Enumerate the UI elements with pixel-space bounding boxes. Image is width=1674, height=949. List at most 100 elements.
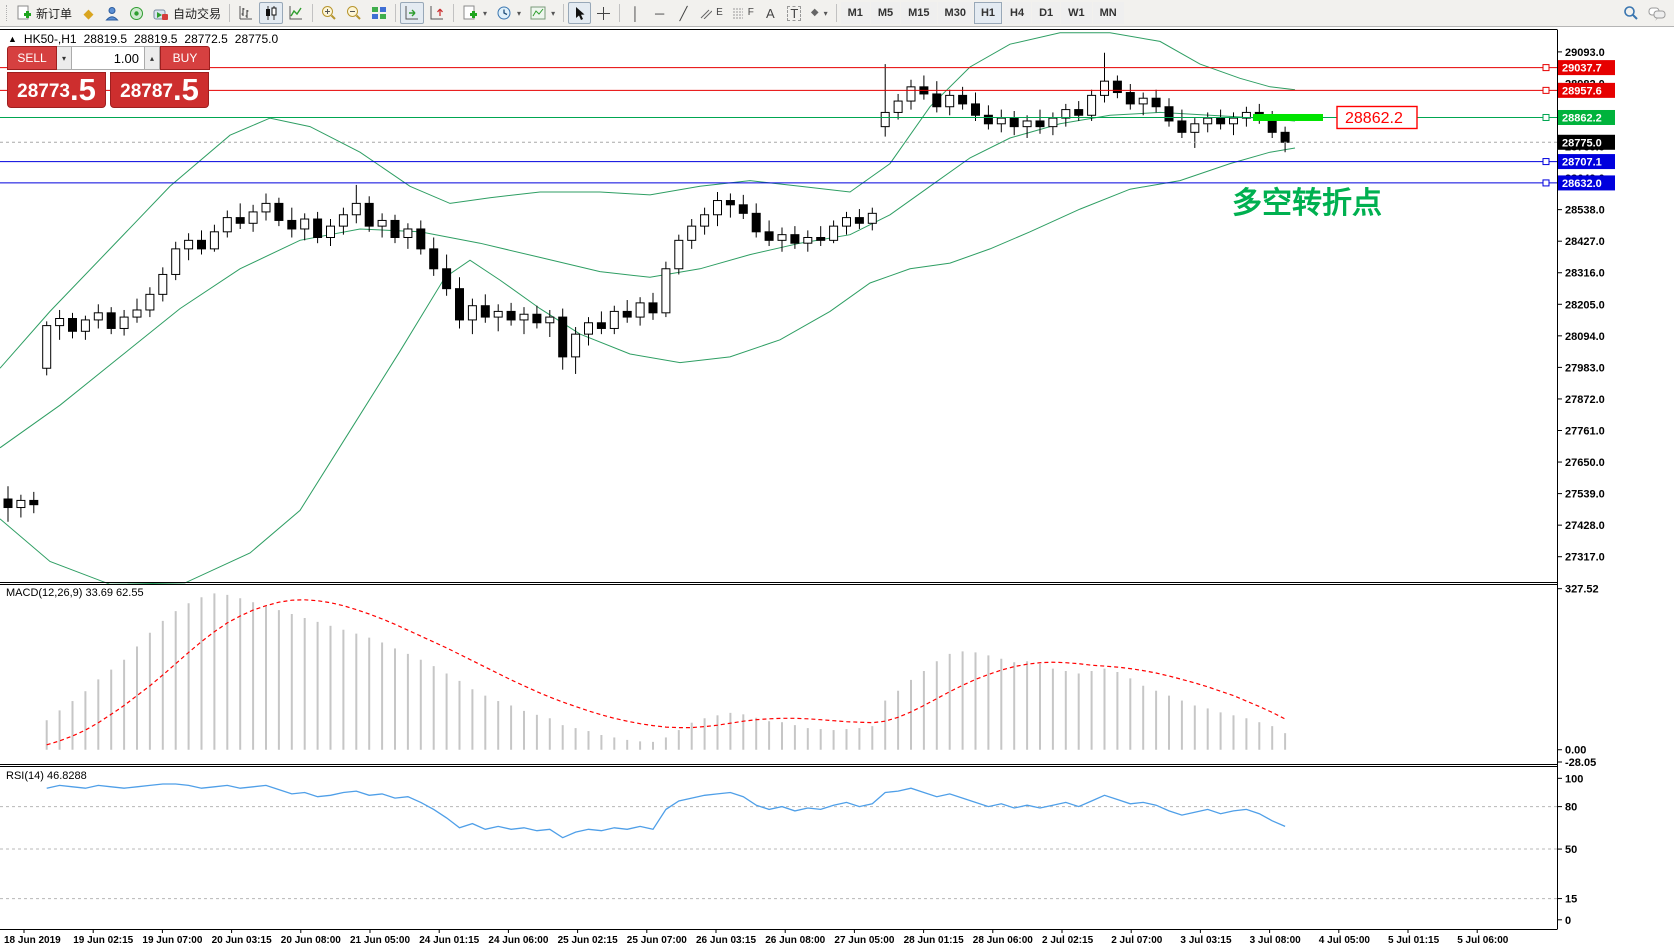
timeframe-m1[interactable]: M1 bbox=[840, 2, 870, 24]
text-tool-button[interactable]: A bbox=[759, 2, 782, 24]
hline-handle[interactable] bbox=[1542, 64, 1550, 72]
price-axis-tick-label: 27761.0 bbox=[1565, 425, 1605, 437]
zoom-out-button[interactable] bbox=[342, 2, 366, 24]
timeframe-m15[interactable]: M15 bbox=[901, 2, 937, 24]
line-chart-icon bbox=[289, 6, 303, 20]
timeframe-m5[interactable]: M5 bbox=[870, 2, 901, 24]
time-axis-label: 20 Jun 03:15 bbox=[212, 935, 272, 946]
candle-body bbox=[829, 225, 839, 241]
candle-body bbox=[932, 93, 942, 108]
signals-button[interactable] bbox=[125, 2, 148, 24]
fibonacci-tool-button[interactable]: F bbox=[728, 2, 758, 24]
indicators-button[interactable]: ▾ bbox=[458, 2, 491, 24]
periods-button[interactable]: ▾ bbox=[492, 2, 525, 24]
time-axis-label: 19 Jun 02:15 bbox=[73, 935, 133, 946]
new-order-button[interactable]: 新订单 bbox=[12, 2, 76, 24]
macd-pane[interactable] bbox=[0, 585, 1557, 764]
price-axis-tick-label: 28538.0 bbox=[1565, 205, 1605, 217]
candle-body bbox=[158, 273, 168, 295]
chart-shift-button[interactable] bbox=[425, 2, 449, 24]
hline-handle[interactable] bbox=[1542, 86, 1550, 94]
auto-scroll-button[interactable] bbox=[400, 2, 425, 24]
candle-body bbox=[1074, 109, 1084, 116]
macd-axis-label: -28.05 bbox=[1565, 757, 1596, 769]
toolbar-separator bbox=[563, 4, 565, 22]
volume-decrease-button[interactable]: ▾ bbox=[57, 46, 72, 70]
annotation-text[interactable]: 多空转折点 bbox=[1232, 187, 1382, 220]
candle-body bbox=[790, 234, 800, 244]
buy-price-box[interactable]: 28787 .5 bbox=[110, 72, 209, 108]
candle-body bbox=[222, 217, 232, 233]
sell-price-box[interactable]: 28773 .5 bbox=[7, 72, 106, 108]
vertical-line-tool-button[interactable]: │ bbox=[624, 2, 647, 24]
trendline-tool-button[interactable]: ╱ bbox=[672, 2, 695, 24]
candle-body bbox=[300, 218, 310, 230]
rsi-pane[interactable] bbox=[0, 767, 1557, 929]
search-button[interactable] bbox=[1619, 2, 1643, 24]
candle-body bbox=[635, 302, 645, 318]
cursor-tool-button[interactable] bbox=[568, 2, 592, 24]
dropdown-caret-icon: ▾ bbox=[823, 8, 828, 18]
candle-body bbox=[287, 219, 297, 230]
volume-increase-button[interactable]: ▴ bbox=[145, 46, 160, 70]
zoom-in-icon bbox=[322, 6, 336, 20]
text-label-tool-button[interactable]: T bbox=[783, 2, 806, 24]
channel-tool-button[interactable]: E bbox=[696, 2, 727, 24]
line-chart-button[interactable] bbox=[284, 2, 308, 24]
arrows-icon: ◆ bbox=[810, 7, 819, 18]
price-axis-tick-label: 28427.0 bbox=[1565, 236, 1605, 248]
candle-body bbox=[338, 214, 348, 227]
timeframe-m30[interactable]: M30 bbox=[937, 2, 973, 24]
timeframe-w1[interactable]: W1 bbox=[1061, 2, 1092, 24]
chat-button[interactable] bbox=[1644, 2, 1670, 24]
time-axis-label: 2 Jul 07:00 bbox=[1111, 935, 1163, 946]
candle-body bbox=[145, 293, 155, 311]
horizontal-line-tool-button[interactable]: ─ bbox=[648, 2, 671, 24]
autotrading-icon bbox=[153, 9, 169, 20]
time-axis-label: 3 Jul 08:00 bbox=[1250, 935, 1302, 946]
bar-chart-button[interactable] bbox=[234, 2, 258, 24]
arrows-tool-button[interactable]: ◆ ▾ bbox=[807, 2, 832, 24]
zoom-in-button[interactable] bbox=[317, 2, 341, 24]
rsi-axis-label: 15 bbox=[1565, 894, 1577, 906]
tile-windows-button[interactable] bbox=[367, 2, 391, 24]
clock-icon bbox=[497, 6, 511, 20]
candle-body bbox=[648, 302, 658, 314]
candlestick-chart-button[interactable] bbox=[259, 2, 284, 24]
candle-body bbox=[1177, 120, 1187, 133]
trend-highlight-segment[interactable] bbox=[1253, 113, 1323, 121]
candle-body bbox=[971, 103, 980, 116]
crosshair-tool-button[interactable] bbox=[592, 2, 615, 24]
sell-button[interactable]: SELL bbox=[7, 46, 57, 70]
timeframe-d1[interactable]: D1 bbox=[1032, 2, 1061, 24]
autotrading-label: 自动交易 bbox=[173, 6, 222, 21]
low-value: 28772.5 bbox=[184, 32, 228, 46]
candle-body bbox=[622, 310, 632, 318]
mql-button[interactable]: ◆ bbox=[77, 2, 100, 24]
templates-button[interactable]: ▾ bbox=[526, 2, 559, 24]
timeframe-h4[interactable]: H4 bbox=[1003, 2, 1032, 24]
time-axis-label: 28 Jun 06:00 bbox=[973, 935, 1033, 946]
profile-button[interactable] bbox=[101, 2, 124, 24]
timeframe-mn[interactable]: MN bbox=[1092, 2, 1124, 24]
hline-handle[interactable] bbox=[1542, 113, 1550, 121]
vertical-line-icon: │ bbox=[631, 5, 640, 21]
candle-body bbox=[442, 268, 452, 290]
candle-body bbox=[725, 200, 735, 206]
channel-letter: E bbox=[716, 7, 723, 18]
price-callout-box[interactable] bbox=[1336, 105, 1418, 130]
hline-handle[interactable] bbox=[1542, 158, 1550, 166]
candle-body bbox=[532, 313, 542, 324]
hline-handle[interactable] bbox=[1542, 179, 1550, 187]
main-chart-pane[interactable] bbox=[0, 29, 1557, 583]
autotrading-button[interactable]: 自动交易 bbox=[149, 2, 225, 24]
candle-body bbox=[29, 499, 39, 506]
candle-body bbox=[119, 316, 129, 329]
buy-button[interactable]: BUY bbox=[160, 46, 210, 70]
tile-windows-icon bbox=[372, 7, 387, 19]
volume-input[interactable] bbox=[72, 46, 145, 70]
panel-collapse-toggle[interactable]: ▲ bbox=[8, 34, 17, 44]
bollinger-lower-band bbox=[0, 147, 1296, 585]
timeframe-h1[interactable]: H1 bbox=[973, 2, 1003, 24]
